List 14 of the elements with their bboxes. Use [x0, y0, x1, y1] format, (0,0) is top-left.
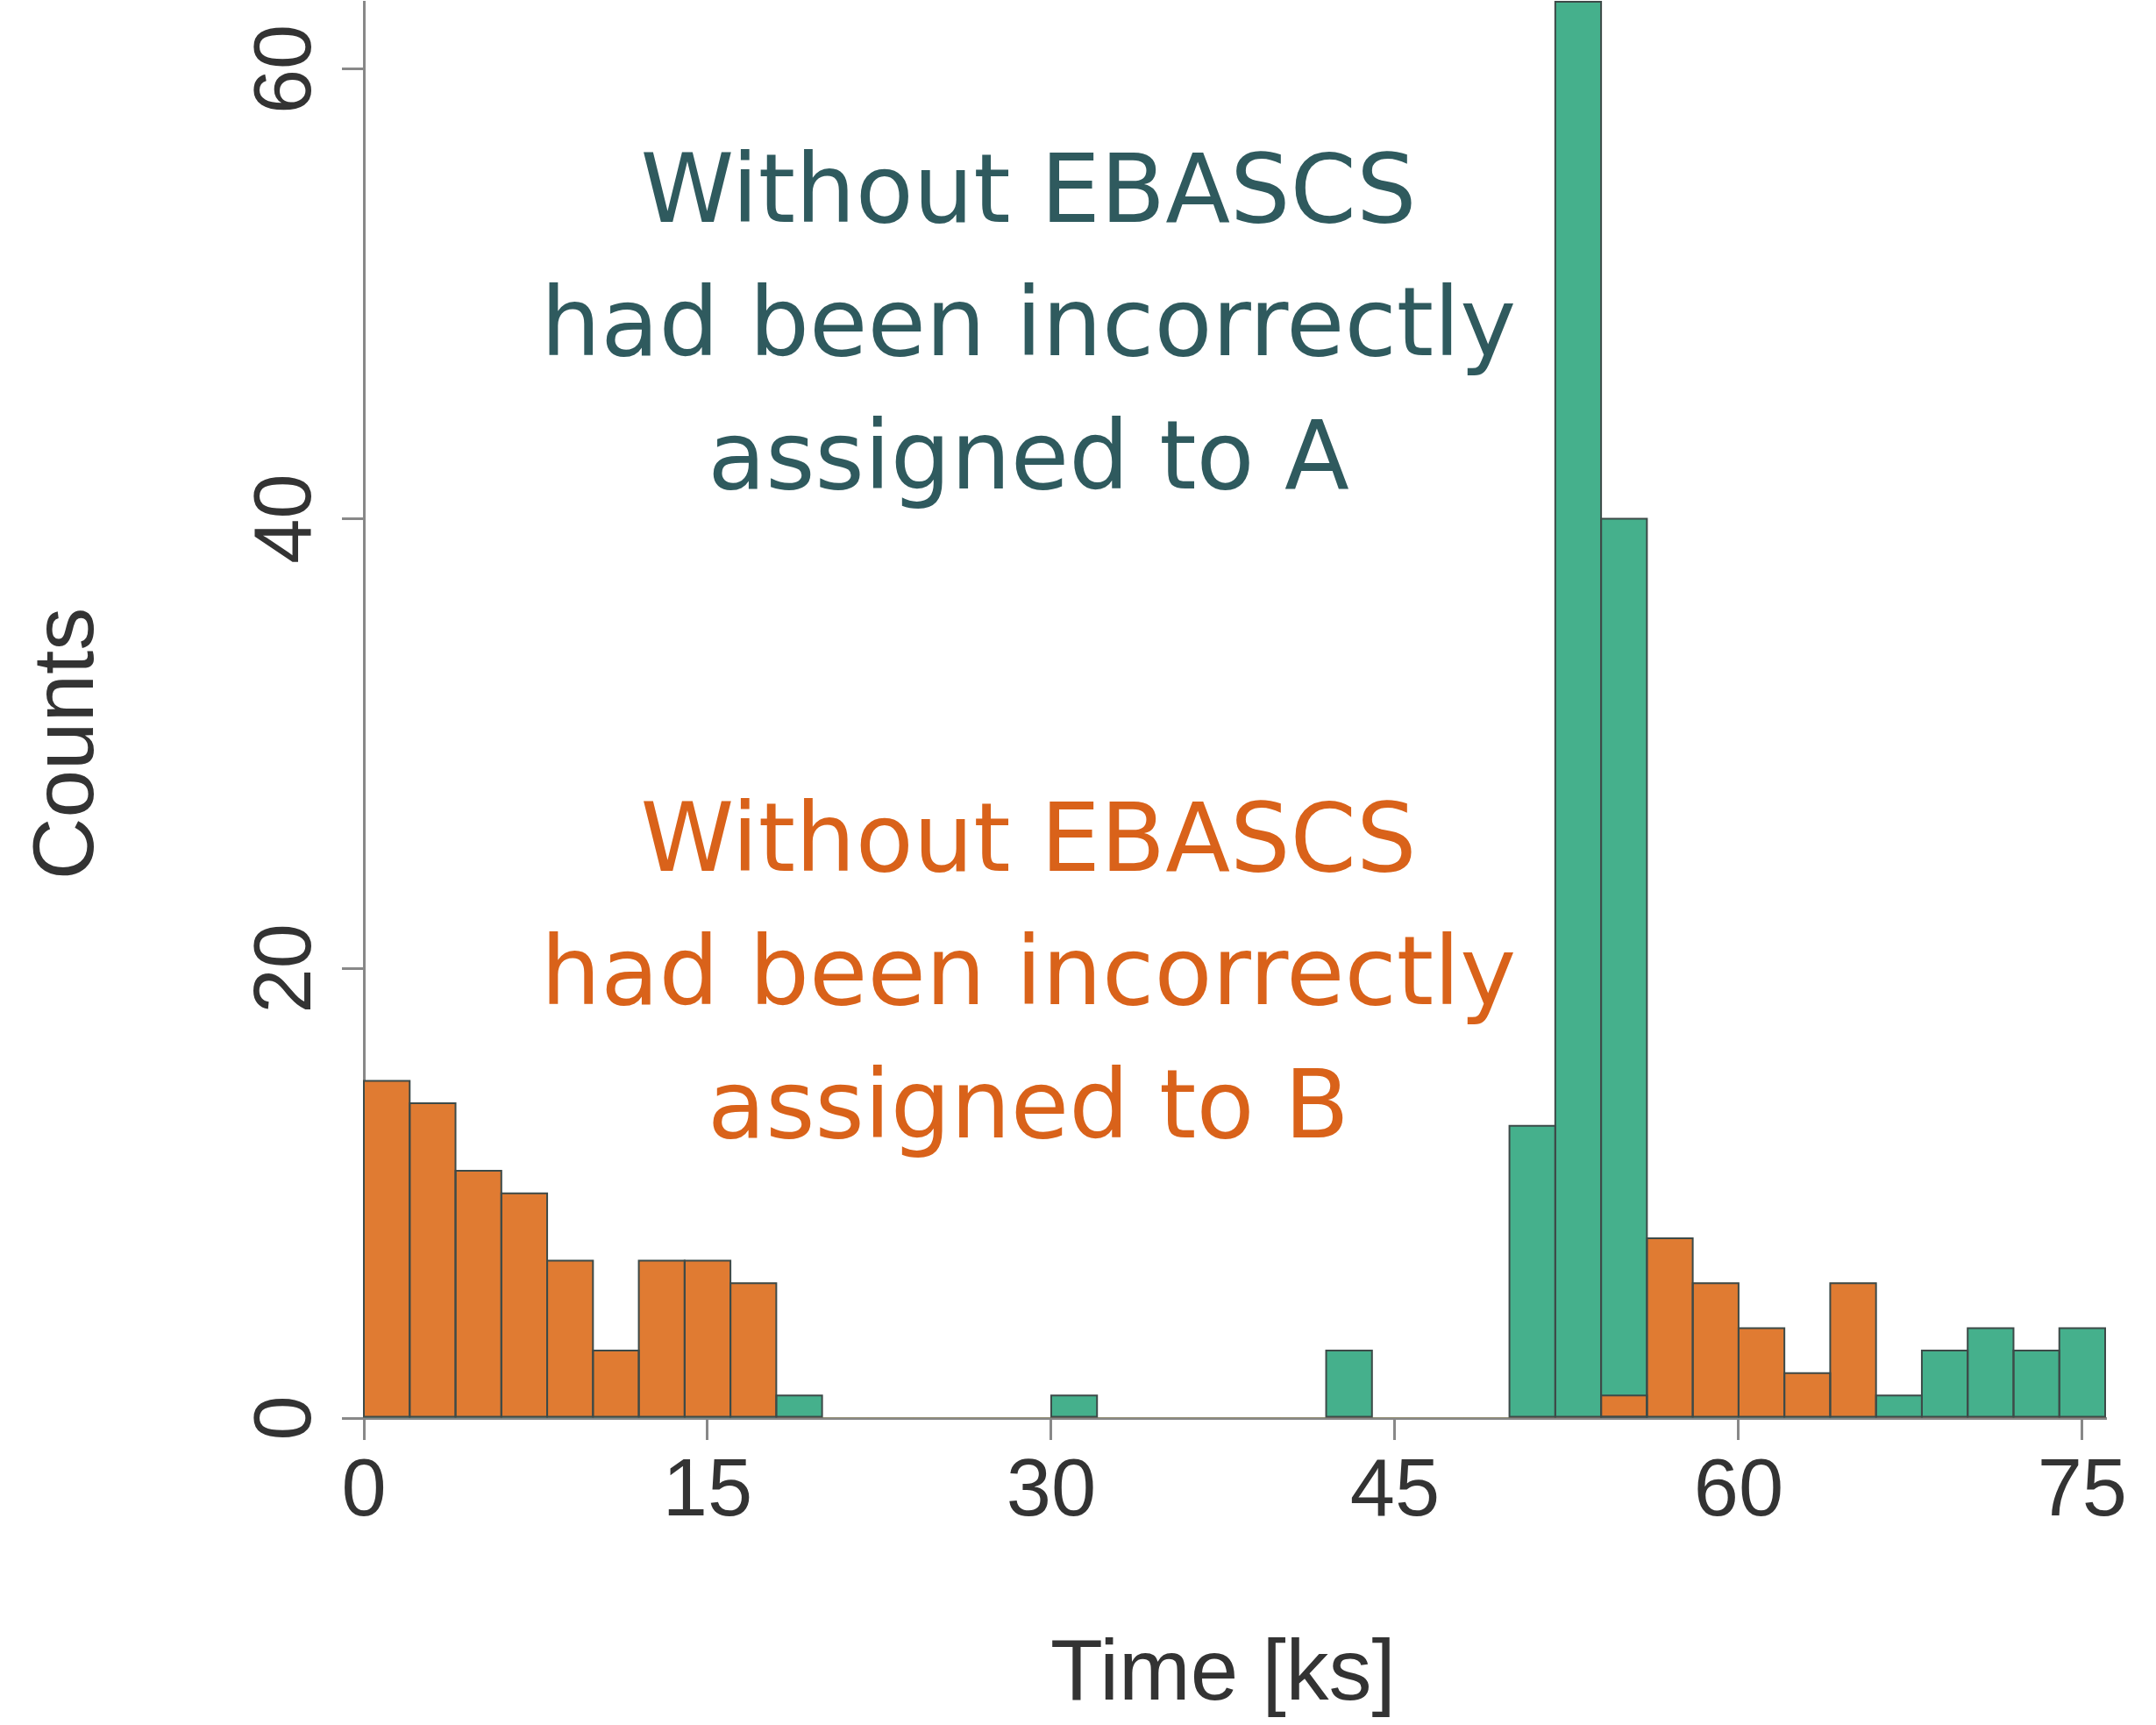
- x-tick-label: 75: [2037, 1443, 2128, 1533]
- y-axis-title: Counts: [15, 607, 112, 880]
- x-tick-label: 45: [1349, 1443, 1441, 1533]
- x-tick-label: 15: [662, 1443, 753, 1533]
- y-tick-label: 60: [238, 24, 328, 115]
- y-tick-label: 40: [238, 474, 328, 564]
- y-tick-label: 20: [238, 923, 328, 1014]
- x-tick-label: 30: [1006, 1443, 1097, 1533]
- x-tick-label: 60: [1693, 1443, 1784, 1533]
- x-axis-title: Time [ks]: [1050, 1622, 1396, 1719]
- x-tick-label: 0: [341, 1443, 387, 1533]
- annotation: Without EBASCS had been incorrectly assigned to B: [539, 782, 1518, 1161]
- y-tick-label: 0: [238, 1395, 328, 1441]
- annotation: Without EBASCS had been incorrectly assigned to A: [539, 133, 1518, 512]
